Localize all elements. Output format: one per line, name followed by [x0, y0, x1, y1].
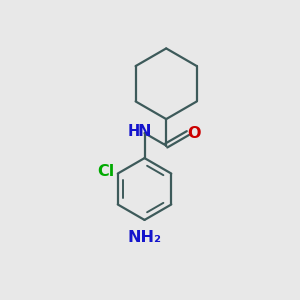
Text: H: H: [127, 124, 140, 139]
Text: NH₂: NH₂: [128, 230, 161, 245]
Text: O: O: [188, 126, 201, 141]
Text: Cl: Cl: [97, 164, 114, 179]
Text: N: N: [138, 124, 151, 139]
